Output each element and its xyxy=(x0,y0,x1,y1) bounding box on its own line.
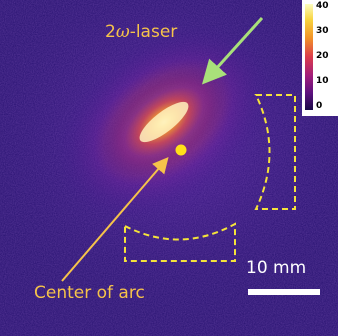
laser-arrow xyxy=(201,16,264,85)
colorbar-tick-0: 0 xyxy=(316,101,323,111)
center-arrow xyxy=(61,156,169,282)
right-arc-outline xyxy=(254,94,296,210)
scale-bar-label: 10 mm xyxy=(246,258,307,278)
scale-bar xyxy=(248,289,320,295)
center-of-arc-label: Center of arc xyxy=(34,283,145,303)
colorbar-tick-30: 30 xyxy=(316,26,329,36)
colorbar: 40 30 20 10 0 xyxy=(302,0,338,116)
center-of-arc-dot xyxy=(175,144,187,156)
laser-label: 2ω-laser xyxy=(105,22,178,42)
bottom-arc-outline xyxy=(124,222,236,262)
colorbar-tick-10: 10 xyxy=(316,76,329,86)
colorbar-tick-20: 20 xyxy=(316,51,329,61)
colorbar-gradient xyxy=(305,4,313,110)
colorbar-tick-40: 40 xyxy=(316,1,329,11)
